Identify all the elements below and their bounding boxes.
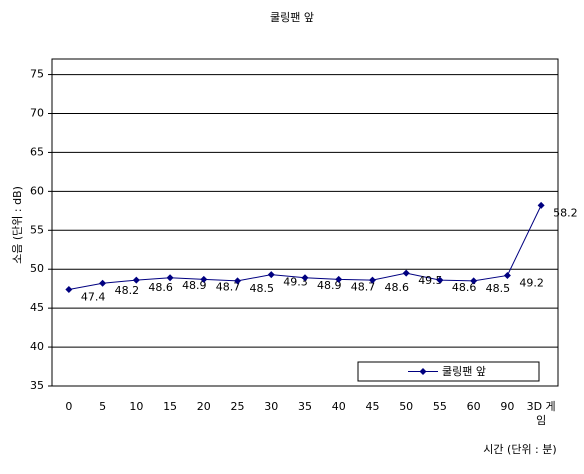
data-label: 48.6 bbox=[384, 281, 409, 294]
y-tick-label: 35 bbox=[30, 379, 44, 392]
y-tick-label: 65 bbox=[30, 145, 44, 158]
x-tick-label: 25 bbox=[230, 400, 245, 413]
legend-marker bbox=[419, 368, 427, 375]
x-tick-label: 35 bbox=[298, 400, 312, 413]
data-label: 49.5 bbox=[418, 274, 443, 287]
y-tick-label: 45 bbox=[30, 301, 44, 314]
data-point bbox=[436, 276, 444, 284]
data-point bbox=[166, 274, 174, 282]
y-tick-label: 75 bbox=[30, 68, 44, 81]
legend-label: 쿨링팬 앞 bbox=[442, 365, 486, 378]
x-tick-label: 3D 게임 bbox=[526, 400, 556, 427]
x-tick-label: 30 bbox=[264, 400, 279, 413]
data-label: 48.9 bbox=[182, 279, 207, 292]
data-label: 47.4 bbox=[81, 290, 106, 303]
data-point bbox=[99, 279, 107, 287]
x-tick-label: 10 bbox=[129, 400, 144, 413]
data-point bbox=[503, 271, 511, 279]
data-point bbox=[132, 276, 140, 284]
data-point bbox=[368, 276, 376, 284]
data-label: 49.3 bbox=[283, 276, 308, 289]
x-tick-label: 40 bbox=[331, 400, 346, 413]
x-tick-label: 60 bbox=[466, 400, 481, 413]
data-point bbox=[234, 277, 242, 285]
data-point bbox=[470, 277, 478, 285]
data-label: 58.2 bbox=[553, 206, 578, 219]
x-tick-label: 15 bbox=[163, 400, 178, 413]
y-tick-label: 55 bbox=[30, 223, 44, 236]
data-point bbox=[537, 201, 545, 209]
data-label: 48.7 bbox=[351, 280, 376, 293]
data-point bbox=[301, 274, 309, 282]
legend-box bbox=[357, 361, 540, 382]
x-tick-label: 45 bbox=[365, 400, 380, 413]
plot-area bbox=[51, 58, 559, 387]
data-label: 48.6 bbox=[452, 281, 477, 294]
data-point bbox=[402, 269, 410, 277]
chart-title: 쿨링팬 앞 bbox=[270, 11, 314, 24]
y-tick-label: 60 bbox=[30, 184, 44, 197]
data-label: 48.5 bbox=[250, 282, 274, 295]
x-tick-label: 50 bbox=[399, 400, 414, 413]
x-tick-label: 20 bbox=[196, 400, 211, 413]
data-label: 48.7 bbox=[216, 280, 241, 293]
data-point bbox=[200, 275, 208, 283]
y-axis-label: 소음 (단위 : dB) bbox=[11, 186, 24, 264]
x-axis-label: 시간 (단위 : 분) bbox=[483, 443, 556, 456]
y-tick-label: 40 bbox=[30, 340, 44, 353]
y-tick-label: 70 bbox=[30, 107, 44, 120]
data-label: 48.9 bbox=[317, 279, 342, 292]
y-tick-label: 50 bbox=[30, 262, 44, 275]
x-tick-label: 0 bbox=[65, 400, 73, 413]
data-point bbox=[335, 275, 343, 283]
x-tick-label: 55 bbox=[432, 400, 447, 413]
data-label: 48.5 bbox=[486, 282, 511, 295]
data-label: 49.2 bbox=[519, 276, 544, 289]
data-label: 48.2 bbox=[115, 284, 140, 297]
x-tick-label: 5 bbox=[99, 400, 107, 413]
data-point bbox=[65, 285, 73, 293]
data-point bbox=[267, 271, 275, 279]
x-tick-label: 90 bbox=[500, 400, 515, 413]
data-label: 48.6 bbox=[148, 281, 173, 294]
